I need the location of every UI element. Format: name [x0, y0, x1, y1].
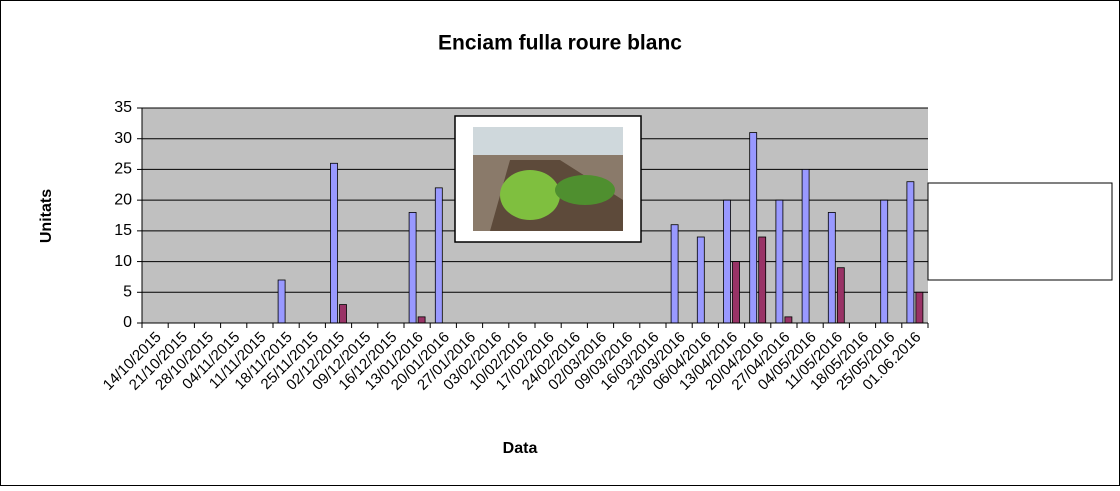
y-tick-label: 10	[114, 253, 132, 270]
bar	[330, 162, 338, 324]
x-axis-title: Data	[503, 440, 538, 457]
bar	[277, 279, 286, 324]
chart-title: Enciam fulla roure blanc	[438, 32, 682, 55]
bar	[775, 199, 784, 324]
bar	[749, 132, 758, 324]
bar	[670, 224, 679, 324]
photo	[454, 115, 642, 243]
y-tick-label: 35	[114, 99, 132, 116]
bar	[915, 291, 924, 324]
legend	[927, 182, 1113, 281]
y-tick-label: 15	[114, 222, 132, 239]
bar	[906, 181, 915, 324]
bar	[827, 212, 836, 324]
y-tick-label: 30	[114, 130, 132, 147]
bar	[723, 199, 731, 324]
y-tick-label: 25	[114, 161, 132, 178]
bar	[801, 169, 810, 324]
bar	[434, 187, 443, 324]
bar	[417, 316, 426, 324]
bar	[339, 304, 347, 324]
y-tick-label: 20	[114, 191, 132, 208]
bar	[784, 316, 793, 324]
y-tick-label: 0	[123, 314, 132, 331]
bar	[732, 261, 740, 324]
y-axis-title: Unitats	[38, 189, 55, 243]
bar	[880, 199, 889, 324]
bar	[758, 236, 767, 324]
y-tick-label: 5	[123, 284, 132, 301]
bar	[836, 267, 845, 324]
bar	[696, 236, 705, 324]
bar	[408, 212, 417, 324]
